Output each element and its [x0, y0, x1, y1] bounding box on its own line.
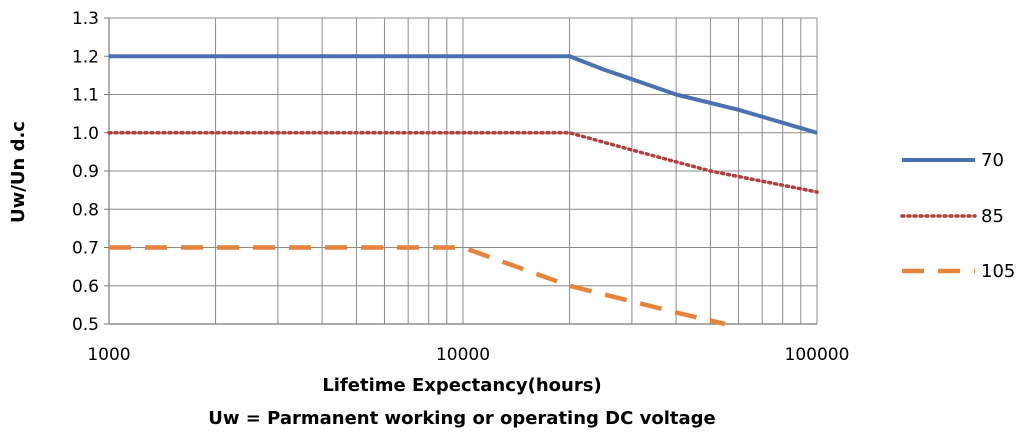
- legend-label: 85: [981, 206, 1004, 227]
- legend: 70 85 105: [900, 150, 1015, 282]
- tick-labels: 0.5 0.6 0.7 0.8 0.9 1.0 1.1 1.2 1.3 1000 10000 1000…: [72, 9, 850, 365]
- grid: [108, 17, 818, 325]
- y-tick-label: 0.7: [72, 239, 99, 259]
- series-line-85: [107, 131, 819, 194]
- y-tick-label: 0.8: [72, 200, 99, 220]
- y-tick-label: 0.5: [72, 315, 99, 335]
- series-line-105: [109, 245, 726, 327]
- y-tick-label: 1.1: [72, 86, 99, 106]
- y-tick-label: 0.9: [72, 162, 99, 182]
- x-tick-label: 1000: [87, 345, 130, 365]
- y-tick-label: 1.3: [72, 9, 99, 29]
- y-tick-label: 1.2: [72, 47, 99, 67]
- y-tick-label: 1.0: [72, 124, 99, 144]
- x-tick-label: 10000: [436, 345, 490, 365]
- y-axis-title: Uw/Un d.c: [8, 121, 29, 223]
- x-axis-title: Lifetime Expectancy(hours): [322, 375, 601, 396]
- legend-label: 70: [981, 150, 1004, 171]
- chart-footnote: Uw = Parmanent working or operating DC v…: [208, 408, 715, 429]
- legend-label: 105: [981, 261, 1015, 282]
- x-tick-label: 100000: [785, 345, 850, 365]
- axes: [104, 17, 817, 325]
- y-tick-label: 0.6: [72, 277, 99, 297]
- series-line-70: [109, 54, 818, 135]
- series-lines: [107, 54, 819, 327]
